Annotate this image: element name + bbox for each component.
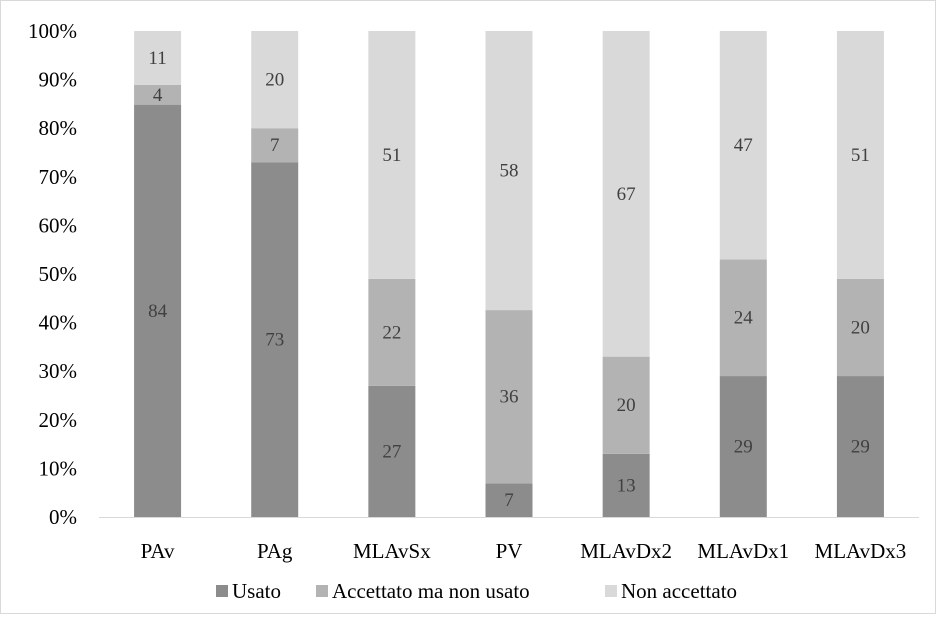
data-label: 20 [617,395,636,416]
bars-layer [134,31,884,518]
data-label: 24 [734,308,754,329]
bar-segment-non-accettato [368,31,416,279]
bar-segment-non-accettato [719,31,767,260]
y-tick-label: 80% [39,116,78,140]
y-tick-label: 90% [39,68,78,92]
bar-segment-non-accettato [602,31,650,357]
x-category-label: MLAvDx1 [697,539,789,563]
data-label: 73 [265,330,284,351]
bar-segment-accettato-ma-non-usato [368,278,416,386]
bar-segment-non-accettato [251,31,299,129]
bar-segment-non-accettato [134,31,182,85]
x-category-label: PAg [257,539,293,563]
legend-label: Non accettato [621,579,737,603]
bar-segment-non-accettato [485,31,533,311]
y-tick-label: 10% [39,456,78,480]
legend-swatch [216,585,228,597]
y-tick-label: 100% [28,19,77,43]
bar-segment-accettato-ma-non-usato [485,310,533,484]
y-tick-label: 40% [39,311,78,335]
data-label: 47 [734,135,753,156]
bar-segment-usato [134,104,182,518]
data-label: 20 [265,70,284,91]
legend-label: Accettato ma non usato [332,579,530,603]
data-label: 36 [500,387,519,408]
data-label: 67 [617,184,636,205]
y-tick-label: 20% [39,408,78,432]
data-label: 4 [153,85,163,106]
y-tick-label: 0% [49,505,77,529]
bar-segment-accettato-ma-non-usato [836,278,884,377]
y-tick-label: 50% [39,262,78,286]
data-label: 51 [382,145,401,166]
bar-segment-accettato-ma-non-usato [251,128,299,163]
y-tick-label: 30% [39,359,78,383]
bar-segment-accettato-ma-non-usato [602,356,650,454]
data-label: 11 [148,48,166,69]
axis-layer: 0% 10% 20% 30% 40% 50% 60% 70% 80% 90% 100% PAv PAg M… [28,19,919,563]
data-label: 29 [851,437,870,458]
legend-label: Usato [232,579,281,603]
data-label: 13 [617,475,636,496]
bar-segment-usato [719,376,767,517]
x-category-label: MLAvDx3 [815,539,907,563]
legend: Usato Accettato ma non usato Non accettato [216,579,737,603]
bar-segment-usato [251,162,299,517]
x-category-label: PAv [141,539,175,563]
x-category-label: MLAvDx2 [580,539,672,563]
legend-swatch [316,585,328,597]
data-label: 51 [851,145,870,166]
y-tick-label: 70% [39,165,78,189]
data-labels-layer: 84 4 11 73 7 20 27 22 51 7 36 58 13 20 67 29 24 47 29 20 51 [148,48,870,511]
x-category-label: MLAvSx [353,539,431,563]
y-tick-label: 60% [39,213,78,237]
x-category-label: PV [496,539,523,563]
bar-segment-accettato-ma-non-usato [719,259,767,377]
data-label: 20 [851,317,870,338]
bar-segment-usato [485,483,533,517]
data-label: 58 [500,161,519,182]
data-label: 84 [148,301,168,322]
bar-segment-usato [836,376,884,517]
legend-swatch [605,585,617,597]
data-label: 27 [382,441,401,462]
bar-segment-accettato-ma-non-usato [134,85,182,105]
data-label: 7 [270,135,280,156]
data-label: 22 [382,322,401,343]
bar-segment-non-accettato [836,31,884,279]
bar-segment-usato [368,385,416,517]
bar-segment-usato [602,453,650,517]
data-label: 29 [734,437,753,458]
data-label: 7 [504,490,514,511]
